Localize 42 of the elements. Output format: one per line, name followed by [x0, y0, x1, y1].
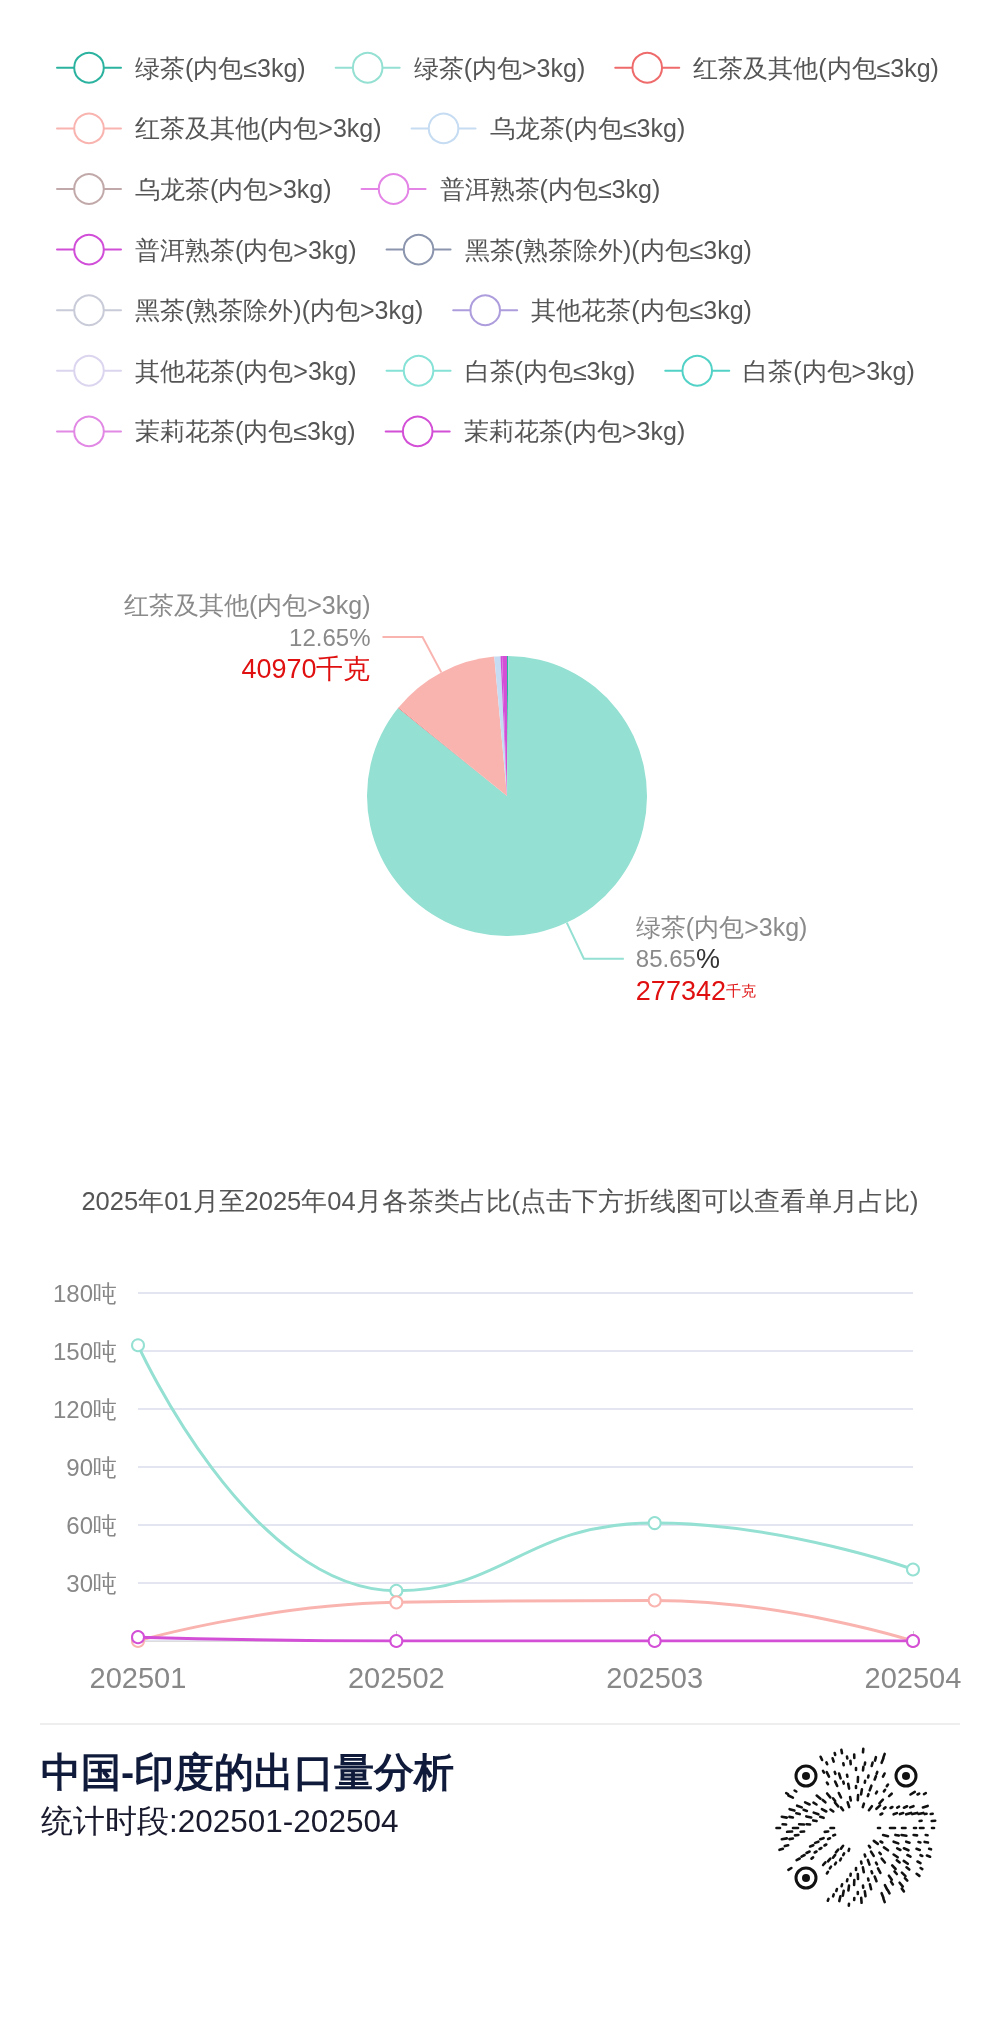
legend-label: 绿茶(内包≤3kg) — [135, 53, 306, 82]
legend-label: 其他花茶(内包≤3kg) — [531, 296, 752, 325]
slice-label: 红茶及其他(内包>3kg) — [123, 591, 371, 620]
point — [131, 1338, 145, 1353]
text: 统计时段:202501-202504 — [41, 1803, 399, 1839]
legend-label: 乌龙茶(内包>3kg) — [135, 175, 332, 203]
text: 中国-印度的出口量分析 — [41, 1750, 455, 1794]
legend-label: 绿茶(内包>3kg) — [413, 53, 586, 82]
point — [389, 1595, 404, 1610]
y-tick-label: 120吨 — [52, 1395, 117, 1423]
legend-label: 黑茶(熟茶除外)(内包>3kg) — [135, 296, 424, 325]
legend-label: 红茶及其他(内包>3kg) — [135, 114, 382, 143]
legend-label: 普洱熟茶(内包>3kg) — [135, 235, 357, 264]
y-tick-label: 90吨 — [66, 1453, 117, 1481]
y-tick-label: 30吨 — [66, 1569, 117, 1597]
slice-label: 绿茶(内包>3kg) — [635, 912, 808, 941]
x-tick-label: 202502 — [347, 1661, 445, 1694]
x-tick-label: 202504 — [864, 1661, 962, 1694]
point — [906, 1562, 920, 1577]
legend-label: 其他花茶(内包>3kg) — [135, 356, 357, 385]
point — [131, 1630, 145, 1645]
legend-label: 黑茶(熟茶除外)(内包≤3kg) — [464, 235, 752, 264]
legend-label: 白茶(内包>3kg) — [743, 356, 915, 385]
legend-label: 乌龙茶(内包≤3kg) — [489, 114, 686, 143]
text: 2025年01月至2025年04月各茶类占比(点击下方折线图可以查看单月占比) — [81, 1187, 919, 1215]
x-tick-label: 202503 — [606, 1661, 704, 1694]
y-tick-label: 180吨 — [52, 1279, 117, 1307]
point — [647, 1634, 662, 1648]
y-tick-label: 60吨 — [66, 1511, 117, 1539]
y-tick-label: 150吨 — [52, 1337, 117, 1365]
point — [647, 1516, 662, 1531]
legend-label: 红茶及其他(内包≤3kg) — [693, 53, 939, 82]
point — [389, 1634, 404, 1648]
legend-label: 白茶(内包≤3kg) — [464, 356, 636, 385]
data-label: 85.65% 277342千克 — [635, 943, 756, 1006]
point — [647, 1593, 662, 1608]
data-label: 12.65% 40970千克 — [241, 623, 371, 685]
legend-label: 茉莉花茶(内包≤3kg) — [135, 417, 356, 446]
legend-label: 普洱熟茶(内包≤3kg) — [439, 175, 661, 203]
x-tick-label: 202501 — [89, 1661, 187, 1694]
legend-label: 茉莉花茶(内包>3kg) — [463, 417, 686, 446]
point — [389, 1583, 404, 1598]
